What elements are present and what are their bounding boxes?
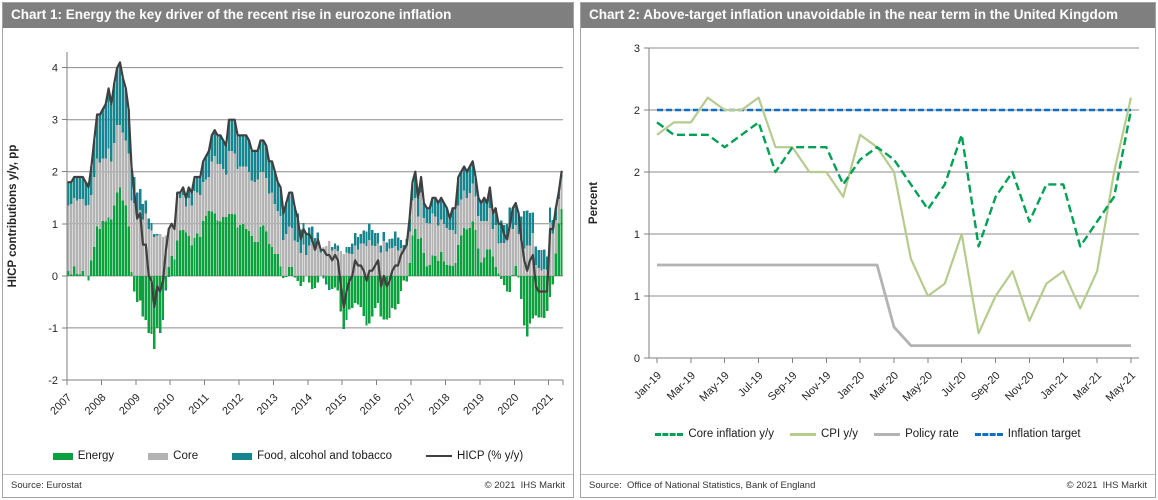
food-alcohol-and-tobacco-bars (67, 62, 563, 334)
svg-text:2021: 2021 (530, 392, 556, 418)
legend-item-food-alcohol-and-tobacco: Food, alcohol and tobacco (232, 450, 392, 462)
core-inflation-y-y-swatch-icon (655, 432, 684, 436)
chart1-ylabel: HICP contributions y/y, pp (7, 145, 19, 288)
svg-text:2016: 2016 (358, 392, 384, 418)
chart2-title: Chart 2: Above-target inflation unavoida… (581, 3, 1155, 29)
svg-text:Sep-19: Sep-19 (766, 370, 800, 404)
legend-item-core-inflation-y-y: Core inflation y/y (655, 428, 774, 440)
svg-text:Mar-19: Mar-19 (665, 370, 698, 403)
legend-item-cpi-y-y: CPI y/y (790, 428, 858, 440)
svg-text:Mar-21: Mar-21 (1071, 370, 1104, 403)
chart1-footer: Source: Eurostat © 2021 IHS Markit (3, 474, 573, 497)
legend-label-core: Core (173, 450, 199, 463)
legend-item-core: Core (148, 450, 198, 462)
energy-swatch-icon (52, 452, 73, 460)
energy-bars (67, 187, 563, 349)
cpi-y-y-swatch-icon (790, 432, 816, 436)
legend-label-energy: Energy (77, 450, 115, 463)
legend-item-energy: Energy (52, 450, 115, 463)
inflation-target-swatch-icon (974, 432, 1003, 436)
svg-text:0: 0 (52, 271, 58, 283)
chart2-footer: Source: Office of National Statistics, B… (581, 474, 1155, 497)
svg-text:2015: 2015 (324, 392, 350, 418)
food-alcohol-and-tobacco-swatch-icon (232, 452, 253, 460)
legend-label-policy-rate: Policy rate (905, 428, 959, 441)
svg-text:2: 2 (634, 167, 640, 179)
svg-text:Jul-20: Jul-20 (939, 370, 969, 400)
chart2-ticks (644, 47, 1132, 364)
svg-text:2011: 2011 (187, 392, 212, 417)
svg-text:Jan-19: Jan-19 (632, 370, 664, 402)
svg-text:-2: -2 (48, 375, 58, 387)
svg-text:2017: 2017 (392, 392, 418, 418)
svg-text:2009: 2009 (117, 392, 143, 418)
svg-text:2: 2 (52, 167, 58, 179)
svg-text:2008: 2008 (83, 392, 109, 418)
chart1-legend: Energy Core Food, alcohol and tobacco HICP … (3, 448, 573, 462)
chart2-copyright: © 2021 IHS Markit (1066, 480, 1147, 491)
svg-text:2013: 2013 (255, 392, 281, 418)
svg-text:-1: -1 (48, 323, 58, 335)
svg-text:Nov-20: Nov-20 (1003, 370, 1037, 404)
core-bars (67, 125, 563, 277)
svg-text:May-21: May-21 (1104, 370, 1138, 404)
core-swatch-icon (148, 452, 169, 460)
svg-text:2020: 2020 (496, 392, 522, 418)
hicp-y-y-line (67, 61, 563, 309)
policy-rate-line (657, 263, 1131, 348)
svg-text:1: 1 (634, 291, 640, 303)
svg-text:4: 4 (52, 63, 58, 75)
legend-label-hicp-y-y: HICP (% y/y) (457, 450, 524, 463)
cpi-y-y-line (656, 96, 1133, 335)
svg-text:2: 2 (634, 105, 640, 117)
chart1-source: Source: Eurostat (11, 480, 82, 491)
svg-text:3: 3 (52, 115, 58, 127)
svg-text:Sep-20: Sep-20 (969, 370, 1003, 404)
chart1-canvas: -2 -1 0 1 2 3 4 2007 2008 2009 2010 2011 2012 2013 201… (7, 52, 564, 418)
chart1-plot-area: -2 -1 0 1 2 3 4 2007 2008 2009 2010 2011 2012 2013 201… (3, 28, 573, 448)
chart2-axes (648, 48, 1139, 359)
chart2-source: Source: Office of National Statistics, B… (589, 480, 816, 491)
svg-text:Jan-20: Jan-20 (835, 370, 867, 402)
core-inflation-y-y-line (656, 109, 1133, 248)
svg-text:May-20: May-20 (901, 370, 935, 404)
chart1-ticks (62, 67, 564, 386)
chart2-legend: Core inflation y/y CPI y/y Policy rate Infl… (581, 426, 1155, 440)
chart2-plot-area: 0 1 1 2 2 3 Jan-19 Mar-19 May-19 Jul-19 Sep-19 Nov-… (581, 28, 1155, 426)
svg-text:2010: 2010 (152, 392, 178, 418)
legend-label-inflation-target: Inflation target (1007, 428, 1081, 441)
svg-text:Jul-19: Jul-19 (736, 370, 766, 400)
svg-text:2018: 2018 (427, 392, 453, 418)
svg-text:2014: 2014 (289, 392, 315, 418)
hicp-y-y-swatch-icon (426, 455, 453, 458)
svg-text:2019: 2019 (461, 392, 487, 418)
svg-text:May-19: May-19 (697, 370, 731, 404)
legend-item-hicp-y-y: HICP (% y/y) (426, 450, 523, 462)
svg-text:0: 0 (634, 353, 640, 365)
svg-text:Mar-20: Mar-20 (868, 370, 901, 403)
chart1-title: Chart 1: Energy the key driver of the re… (3, 3, 573, 29)
svg-text:Nov-19: Nov-19 (800, 370, 834, 404)
legend-label-core-inflation-y-y: Core inflation y/y (688, 428, 774, 441)
svg-text:2007: 2007 (48, 392, 74, 418)
chart1-panel: Chart 1: Energy the key driver of the re… (2, 2, 574, 498)
legend-label-cpi-y-y: CPI y/y (821, 428, 859, 441)
svg-text:1: 1 (634, 229, 640, 241)
chart1-tick-labels: -2 -1 0 1 2 3 4 2007 2008 2009 2010 2011 2012 2013 201… (48, 63, 556, 418)
chart1-copyright: © 2021 IHS Markit (484, 480, 565, 491)
svg-text:1: 1 (52, 219, 58, 231)
svg-text:3: 3 (634, 43, 640, 55)
legend-label-food-alcohol-and-tobacco: Food, alcohol and tobacco (257, 450, 393, 463)
chart2-panel: Chart 2: Above-target inflation unavoida… (580, 2, 1156, 498)
policy-rate-swatch-icon (874, 432, 901, 436)
svg-text:2012: 2012 (220, 392, 246, 418)
chart2-ylabel: Percent (588, 182, 600, 224)
legend-item-policy-rate: Policy rate (874, 428, 959, 440)
svg-text:Jan-21: Jan-21 (1038, 370, 1070, 402)
legend-item-inflation-target: Inflation target (974, 428, 1081, 441)
